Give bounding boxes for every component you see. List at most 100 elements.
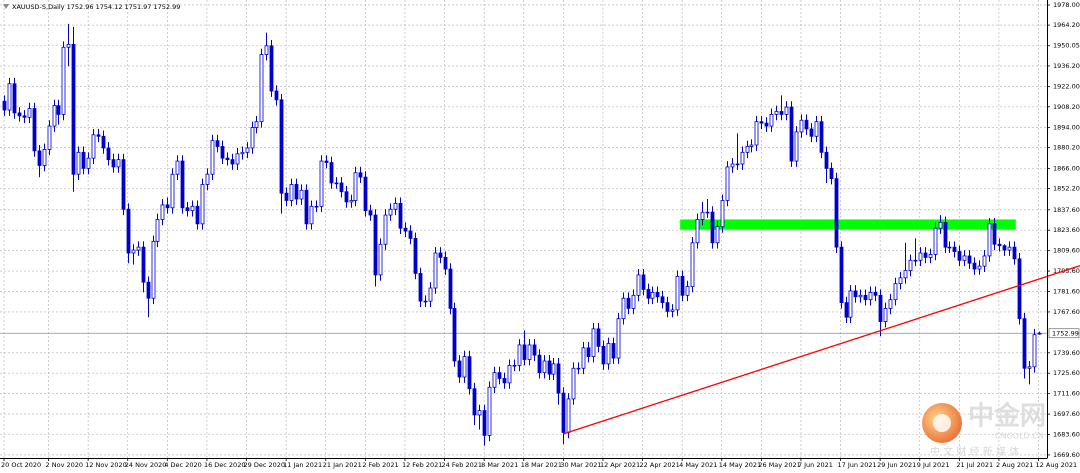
candle-body	[279, 99, 284, 194]
candle-body	[740, 151, 745, 165]
candle-body	[363, 176, 368, 212]
candle-body	[745, 146, 750, 153]
candle-body	[754, 121, 759, 146]
candle-body	[710, 211, 715, 244]
candle-body	[71, 43, 76, 175]
price-label-box	[1048, 328, 1080, 339]
candle-body	[749, 144, 754, 147]
candle-body	[730, 163, 735, 168]
candle-body	[284, 192, 289, 201]
candle-body	[616, 318, 621, 359]
candle-body	[665, 302, 670, 312]
x-tick-label: 26 May 2021	[758, 461, 800, 469]
candle-body	[264, 45, 269, 55]
candle-body	[373, 214, 378, 276]
x-tick-label: 20 Oct 2020	[1, 461, 41, 469]
x-tick-label: 12 Apr 2021	[600, 461, 640, 469]
candle-body	[32, 108, 37, 152]
candle-body	[759, 121, 764, 124]
candle-body	[804, 119, 809, 130]
candle-body	[309, 205, 314, 225]
candle-body	[720, 200, 725, 228]
candle-body	[383, 214, 388, 245]
watermark: 中金网 中 文 财 经 新 媒 体 CNGOLD.CN	[922, 401, 1046, 458]
candle-body	[631, 294, 636, 309]
candle-body	[873, 291, 878, 296]
candle-body	[715, 226, 720, 244]
candle-body	[86, 157, 91, 169]
candle-body	[220, 146, 225, 159]
candle-body	[438, 252, 443, 258]
candle-body	[7, 83, 12, 111]
candle-body	[512, 364, 517, 367]
candle-body	[794, 131, 799, 162]
candle-body	[903, 270, 908, 279]
candle-body	[551, 363, 556, 375]
candle-body	[433, 252, 438, 289]
candle-body	[403, 227, 408, 232]
candle-body	[947, 246, 952, 249]
candle-body	[175, 160, 180, 175]
candle-body	[37, 150, 42, 166]
candle-body	[621, 297, 626, 320]
candle-body	[774, 111, 779, 115]
x-tick-label: 21 Jan 2021	[323, 461, 362, 469]
symbol: XAUUSD-S,Daily	[12, 3, 65, 11]
candle-body	[814, 121, 819, 137]
y-tick-label: 1711.60	[1053, 390, 1080, 398]
candle-body	[66, 43, 71, 48]
candle-body	[185, 207, 190, 212]
candle-body	[829, 167, 834, 179]
candle-body	[576, 367, 581, 370]
candle-body	[349, 200, 354, 203]
candle-body	[230, 159, 235, 165]
candle-body	[314, 205, 319, 208]
trendline	[563, 264, 1080, 435]
candle-body	[962, 255, 967, 261]
x-tick-label: 24 Nov 2020	[125, 461, 167, 469]
candle-body	[47, 125, 52, 150]
candle-body	[418, 273, 423, 302]
candle-body	[299, 189, 304, 200]
candle-body	[215, 140, 220, 147]
candle-body	[517, 344, 522, 366]
candle-body	[992, 223, 997, 245]
candle-body	[165, 204, 170, 209]
watermark-name: 中金网	[968, 401, 1046, 432]
candle-body	[898, 277, 903, 285]
candle-body	[834, 178, 839, 248]
candle-body	[452, 308, 457, 362]
candle-body	[126, 208, 131, 254]
candle-body	[329, 162, 334, 184]
candle-body	[571, 367, 576, 400]
candle-body	[626, 297, 631, 309]
y-tick-label: 1908.20	[1053, 103, 1080, 111]
candle-body	[91, 134, 96, 159]
candle-body	[61, 46, 66, 115]
last-high: 1754.12	[96, 3, 123, 11]
candle-body	[254, 121, 259, 128]
candle-layer	[2, 23, 1042, 446]
candle-body	[839, 246, 844, 304]
candle-body	[591, 328, 596, 357]
candle-body	[636, 274, 641, 296]
y-tick-label: 1683.60	[1053, 431, 1080, 439]
candle-body	[497, 372, 502, 379]
candle-body	[334, 182, 339, 185]
x-tick-label: 12 Feb 2021	[402, 461, 442, 469]
x-tick-label: 18 Mar 2021	[521, 461, 562, 469]
header-text: XAUUSD-S,Daily 1752.96 1754.12 1751.97 1…	[12, 3, 180, 11]
candle-body	[868, 291, 873, 301]
candle-body	[27, 108, 32, 118]
y-tick-label: 1894.00	[1053, 124, 1080, 132]
candle-body	[235, 153, 240, 165]
candle-body	[1017, 258, 1022, 320]
candle-body	[304, 189, 309, 225]
candle-body	[116, 159, 121, 168]
x-tick-label: 11 Jan 2021	[283, 461, 322, 469]
candle-body	[274, 90, 279, 101]
x-tick-label: 9 Jul 2021	[917, 461, 950, 469]
candle-body	[205, 173, 210, 185]
candle-body	[160, 204, 165, 220]
